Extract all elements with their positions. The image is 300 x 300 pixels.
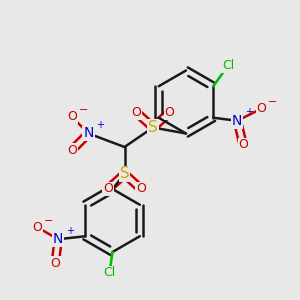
Text: O: O <box>238 138 248 151</box>
Text: +: + <box>96 120 104 130</box>
Text: O: O <box>165 106 174 119</box>
Text: O: O <box>67 110 77 124</box>
Text: −: − <box>268 97 278 107</box>
Text: +: + <box>245 107 253 117</box>
Text: O: O <box>103 182 113 196</box>
Text: +: + <box>66 226 74 236</box>
Text: O: O <box>136 182 146 196</box>
Text: O: O <box>50 257 60 270</box>
Text: O: O <box>32 221 42 234</box>
Text: N: N <box>53 232 63 246</box>
Text: S: S <box>148 120 158 135</box>
Text: N: N <box>83 127 94 140</box>
Text: −: − <box>44 216 53 226</box>
Text: O: O <box>132 106 141 119</box>
Text: S: S <box>120 167 129 182</box>
Text: Cl: Cl <box>222 59 234 72</box>
Text: O: O <box>256 102 266 115</box>
Text: N: N <box>232 114 242 128</box>
Text: −: − <box>79 105 88 116</box>
Text: Cl: Cl <box>103 266 116 280</box>
Text: O: O <box>67 143 77 157</box>
